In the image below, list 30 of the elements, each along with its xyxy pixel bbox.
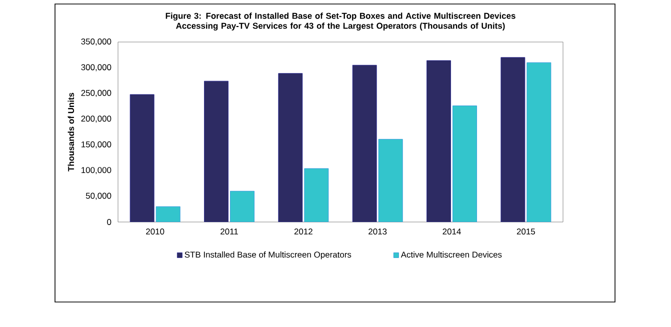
bar <box>304 168 329 222</box>
x-tick-label: 2015 <box>516 228 535 235</box>
legend-label: STB Installed Base of Multiscreen Operators <box>184 251 352 260</box>
legend-label: Active Multiscreen Devices <box>400 251 502 258</box>
bar <box>500 57 526 222</box>
y-tick-label: 350,000 <box>81 38 112 46</box>
bar <box>230 190 254 222</box>
y-tick-label: 300,000 <box>81 64 112 72</box>
y-axis-title: Thousands of Units <box>68 92 74 172</box>
bar <box>204 80 228 222</box>
bar <box>156 206 180 222</box>
bar <box>130 94 154 222</box>
x-tick-label: 2012 <box>294 228 312 235</box>
bar <box>278 73 303 222</box>
y-tick-label: 200,000 <box>81 116 112 123</box>
bar <box>352 64 377 222</box>
chart-title: Figure 3: Forecast of Installed Base of Set-Top Boxes and Active Multiscreen Devices Accessing Pay-TV Services for 43 of the Largest Operators (Thousands of Units) <box>166 12 516 31</box>
y-tick-label: 250,000 <box>81 90 112 97</box>
y-tick-label: 100,000 <box>82 167 112 174</box>
bar <box>378 139 403 222</box>
y-tick-label: 0 <box>107 219 112 225</box>
bar <box>526 62 552 222</box>
y-tick-label: 50,000 <box>86 192 112 200</box>
x-tick-label: 2011 <box>220 228 238 235</box>
bar <box>426 60 451 222</box>
x-tick-label: 2013 <box>368 228 387 235</box>
bar <box>452 106 477 222</box>
y-tick-label: 150,000 <box>82 141 112 148</box>
x-tick-label: 2014 <box>442 228 461 235</box>
x-tick-label: 2010 <box>146 228 164 235</box>
